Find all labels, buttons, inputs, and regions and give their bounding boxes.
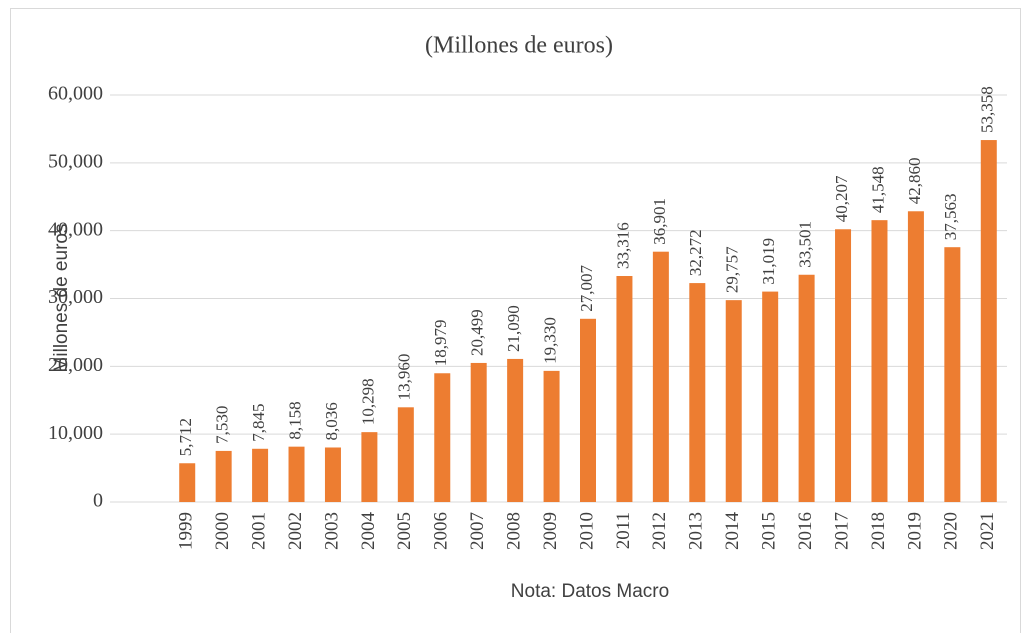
x-tick-label: 2020 bbox=[941, 512, 962, 550]
bar bbox=[397, 407, 414, 502]
value-label: 32,272 bbox=[686, 229, 705, 276]
x-tick-label: 1999 bbox=[176, 512, 197, 550]
bar bbox=[434, 373, 451, 502]
value-label: 42,860 bbox=[905, 158, 924, 205]
y-tick-label: 20,000 bbox=[48, 354, 103, 376]
y-tick-label: 50,000 bbox=[48, 150, 103, 172]
value-label: 8,036 bbox=[322, 402, 341, 440]
y-tick-label: 0 bbox=[93, 490, 103, 512]
x-tick-label: 2010 bbox=[576, 512, 597, 550]
value-label: 21,090 bbox=[504, 305, 523, 352]
x-tick-label: 2001 bbox=[248, 512, 269, 550]
bar bbox=[252, 448, 269, 502]
value-label: 31,019 bbox=[759, 238, 778, 285]
value-label: 18,979 bbox=[431, 320, 450, 367]
bar bbox=[944, 247, 961, 502]
y-tick-label: 40,000 bbox=[48, 218, 103, 240]
bar bbox=[361, 432, 378, 502]
x-tick-label: 2013 bbox=[686, 512, 707, 550]
value-label: 33,501 bbox=[796, 221, 815, 268]
bar bbox=[689, 283, 706, 502]
x-tick-label: 2000 bbox=[212, 512, 233, 550]
value-label: 36,901 bbox=[650, 198, 669, 245]
x-tick-label: 2009 bbox=[540, 512, 561, 550]
bar bbox=[616, 276, 633, 502]
x-tick-label: 2017 bbox=[831, 512, 852, 550]
x-tick-label: 2004 bbox=[358, 512, 379, 551]
x-tick-label: 2018 bbox=[868, 512, 889, 550]
bar bbox=[871, 220, 888, 502]
bar bbox=[288, 446, 305, 502]
value-label: 7,845 bbox=[249, 404, 268, 442]
value-label: 40,207 bbox=[832, 175, 851, 222]
x-tick-label: 2008 bbox=[503, 512, 524, 550]
bar bbox=[543, 370, 560, 502]
value-label: 5,712 bbox=[176, 418, 195, 456]
chart-title: (Millones de euros) bbox=[425, 33, 613, 59]
value-label: 53,358 bbox=[978, 86, 997, 133]
x-tick-label: 2007 bbox=[467, 512, 488, 550]
value-label: 29,757 bbox=[723, 246, 742, 293]
bar bbox=[798, 274, 815, 502]
value-label: 7,530 bbox=[213, 406, 232, 444]
bar bbox=[835, 229, 852, 502]
x-tick-label: 2015 bbox=[759, 512, 780, 550]
bar bbox=[725, 300, 742, 502]
bar bbox=[215, 450, 232, 502]
value-label: 33,316 bbox=[613, 222, 632, 269]
x-tick-label: 2014 bbox=[722, 512, 743, 551]
y-tick-label: 60,000 bbox=[48, 83, 103, 105]
bar bbox=[652, 251, 669, 502]
bar bbox=[580, 318, 596, 502]
value-label: 20,499 bbox=[468, 309, 487, 356]
value-label: 8,158 bbox=[285, 401, 304, 439]
x-tick-label: 2003 bbox=[321, 512, 342, 550]
x-tick-label: 2011 bbox=[613, 512, 634, 549]
x-tick-label: 2016 bbox=[795, 512, 816, 550]
x-tick-label: 2019 bbox=[904, 512, 925, 550]
x-tick-label: 2006 bbox=[431, 512, 452, 550]
chart-border bbox=[10, 8, 1021, 633]
y-tick-label: 30,000 bbox=[48, 286, 103, 308]
x-tick-label: 2012 bbox=[649, 512, 670, 550]
bar bbox=[907, 211, 924, 502]
x-tick-label: 2002 bbox=[285, 512, 306, 550]
bar bbox=[980, 140, 997, 502]
x-axis-label: Nota: Datos Macro bbox=[511, 581, 669, 602]
bar bbox=[179, 463, 196, 502]
value-label: 41,548 bbox=[868, 166, 887, 213]
value-label: 27,007 bbox=[577, 265, 596, 312]
bar bbox=[324, 447, 341, 502]
value-label: 37,563 bbox=[941, 193, 960, 240]
y-axis-label: Millones de euros bbox=[51, 224, 72, 373]
value-label: 13,960 bbox=[395, 354, 414, 401]
value-label: 10,298 bbox=[358, 378, 377, 425]
value-label: 19,330 bbox=[540, 317, 559, 364]
bar bbox=[507, 358, 524, 502]
bar bbox=[470, 362, 487, 502]
x-tick-label: 2005 bbox=[394, 512, 415, 550]
bar bbox=[762, 291, 779, 502]
x-tick-label: 2021 bbox=[977, 512, 998, 550]
y-tick-label: 10,000 bbox=[48, 422, 103, 444]
